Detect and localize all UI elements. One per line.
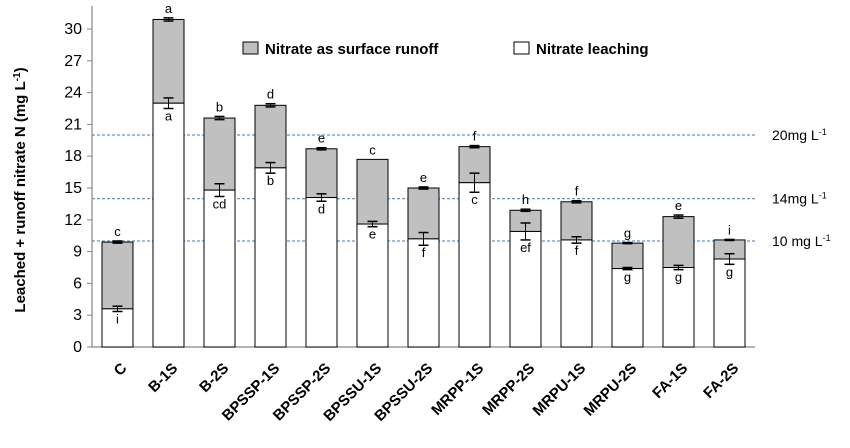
bar-leaching <box>407 238 440 348</box>
y-tick-label: 27 <box>64 53 82 70</box>
sig-label-leaching: cd <box>213 196 227 211</box>
bar-runoff <box>356 158 389 225</box>
reference-line-label-sup: -1 <box>819 191 827 201</box>
reference-line-label-sup: -1 <box>819 127 827 137</box>
bar-runoff <box>101 241 134 310</box>
sig-label-leaching: i <box>116 311 119 326</box>
legend: Nitrate as surface runoff Nitrate leachi… <box>242 41 649 58</box>
sig-label-leaching: f <box>575 243 579 258</box>
sig-label-leaching: c <box>471 192 478 207</box>
sig-label-total: c <box>369 142 376 157</box>
bar-runoff <box>662 216 695 268</box>
legend-swatch-runoff <box>242 41 259 55</box>
bar-leaching <box>356 223 389 348</box>
y-tick-label: 9 <box>73 244 82 261</box>
y-axis-label-close: ) <box>12 67 29 72</box>
sig-label-leaching: ef <box>520 240 531 255</box>
bar-leaching <box>305 197 338 348</box>
sig-label-leaching: g <box>726 264 733 279</box>
bar-runoff <box>152 18 185 104</box>
bar-leaching <box>152 102 185 348</box>
y-ticks: 0 3 6 9 12 15 18 21 24 27 30 <box>64 21 92 356</box>
x-tick-label: C <box>111 360 131 380</box>
sig-label-total: b <box>216 99 223 114</box>
x-tick-label: MRPU-1S <box>530 360 590 420</box>
sig-label-total: d <box>267 87 274 102</box>
bar-leaching <box>560 239 593 348</box>
sig-label-total: e <box>318 131 325 146</box>
y-tick-label: 30 <box>64 21 82 38</box>
bar-runoff <box>254 104 287 169</box>
sig-label-leaching: g <box>675 270 682 285</box>
sig-label-total: a <box>165 1 173 16</box>
bar-runoff <box>305 148 338 199</box>
reference-line-label-sup: -1 <box>823 233 831 243</box>
sig-label-leaching: g <box>624 270 631 285</box>
sig-label-leaching: d <box>318 201 325 216</box>
sig-label-total: e <box>420 170 427 185</box>
sig-label-total: i <box>728 222 731 237</box>
bar-leaching <box>713 258 746 348</box>
bar-runoff <box>203 117 236 191</box>
bar-runoff <box>407 187 440 240</box>
sig-label-total: f <box>473 129 477 144</box>
x-tick-labels: C B-1S B-2SBPSSP-1SBPSSP-2SBPSSU-1SBPSSU-2… <box>111 360 743 425</box>
sig-label-total: f <box>575 184 579 199</box>
y-tick-label: 18 <box>64 148 82 165</box>
sig-label-total: e <box>675 198 682 213</box>
sig-label-total: c <box>114 224 121 239</box>
y-tick-label: 24 <box>64 85 82 102</box>
reference-line-label-main: 20mg L <box>772 127 819 143</box>
sig-label-leaching: b <box>267 173 274 188</box>
sig-label-total: g <box>624 226 631 241</box>
bar-leaching <box>254 167 287 348</box>
bar-leaching <box>458 182 491 348</box>
x-tick-label: FA-2S <box>700 360 742 402</box>
sig-label-total: h <box>522 192 529 207</box>
reference-line-label: 10 mg L-1 <box>772 233 831 249</box>
sig-label-leaching: a <box>165 109 173 124</box>
y-tick-label: 3 <box>73 307 82 324</box>
legend-label-leaching: Nitrate leaching <box>536 41 649 58</box>
y-tick-label: 12 <box>64 212 82 229</box>
x-tick-label: MRPP-2S <box>479 360 538 419</box>
x-tick-label: MRPU-2S <box>581 360 641 420</box>
reference-line-label: 14mg L-1 <box>772 191 827 207</box>
x-tick-label: MRPP-1S <box>428 360 487 419</box>
bar-runoff <box>611 242 644 270</box>
y-axis-label-sup: -1 <box>12 72 23 81</box>
y-tick-label: 6 <box>73 275 82 292</box>
bar-leaching <box>203 189 236 348</box>
x-tick-label: B-2S <box>196 360 232 396</box>
x-tick-label: B-1S <box>145 360 181 396</box>
sig-label-leaching: e <box>369 227 376 242</box>
reference-line-label-main: 14mg L <box>772 191 819 207</box>
sig-label-leaching: f <box>422 245 426 260</box>
reference-line-label: 20mg L-1 <box>772 127 827 143</box>
y-axis-label: Leached + runoff nitrate N (mg L-1) <box>12 67 30 312</box>
bar-leaching <box>611 268 644 348</box>
legend-swatch-leaching <box>513 41 530 55</box>
y-tick-label: 0 <box>73 339 82 356</box>
reference-line-label-main: 10 mg L <box>772 233 823 249</box>
bar-runoff <box>560 201 593 241</box>
legend-label-runoff: Nitrate as surface runoff <box>265 41 439 58</box>
y-tick-label: 21 <box>64 116 82 133</box>
y-tick-label: 15 <box>64 180 82 197</box>
bar-leaching <box>509 230 542 348</box>
x-tick-label: FA-1S <box>649 360 691 402</box>
y-axis-label-main: Leached + runoff nitrate N (mg L <box>12 81 29 312</box>
